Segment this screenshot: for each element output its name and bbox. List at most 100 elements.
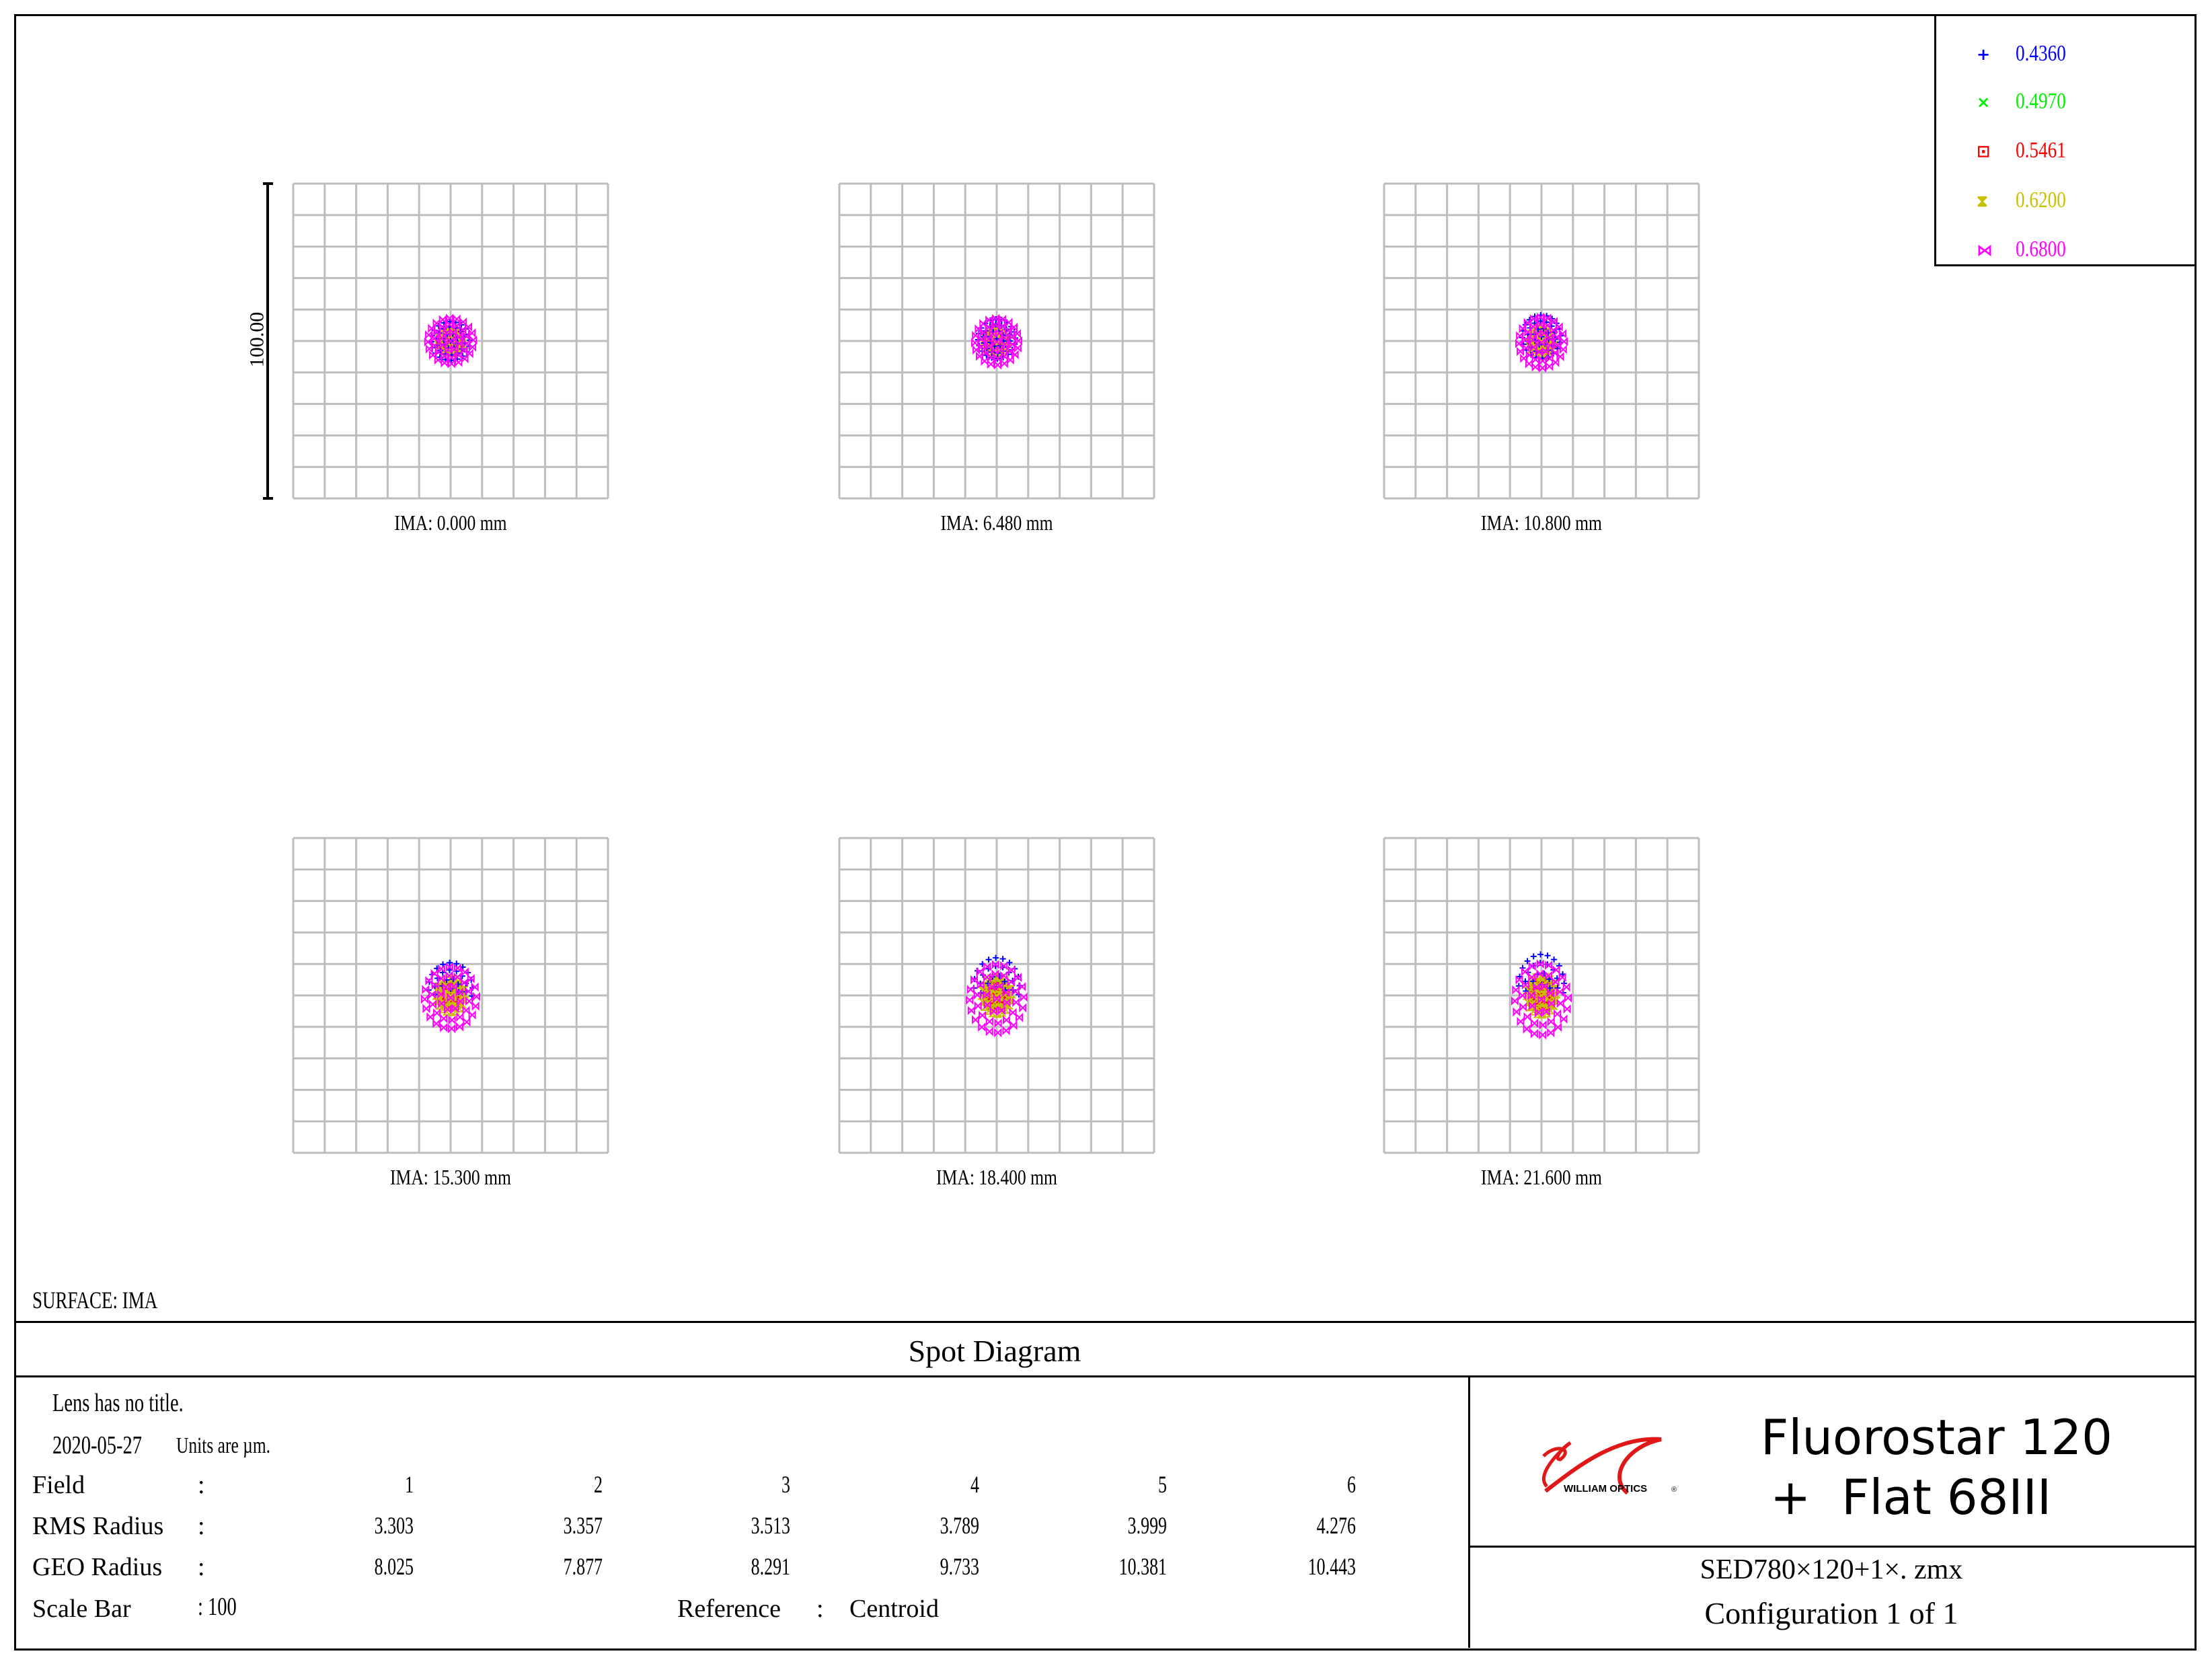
rms-radius-value: 3.789 [940, 1512, 979, 1539]
spot-point-bowtie [1009, 322, 1018, 332]
spot-point-bowtie [1547, 1028, 1555, 1038]
spot-point-bowtie [1535, 347, 1543, 357]
spot-point-bowtie [461, 967, 469, 977]
spot-point-bowtie [469, 335, 478, 345]
spot-point-bowtie [1523, 1024, 1531, 1034]
spot-point-bowtie [1020, 992, 1028, 1002]
spot-point-plus [1524, 958, 1531, 964]
spot-point-bowtie [1546, 354, 1554, 363]
date: 2020-05-27 [52, 1431, 142, 1460]
spot-point-bowtie [451, 344, 459, 354]
spot-point-bowtie [445, 971, 453, 981]
geo-label: GEO Radius [32, 1553, 163, 1581]
spot-point-bowtie [455, 332, 463, 342]
spot-point-bowtie [448, 1015, 456, 1025]
spot-point-bowtie [438, 999, 446, 1008]
spot-point-bowtie [1003, 997, 1011, 1008]
scale-bar-label: Scale Bar [32, 1595, 131, 1623]
rms-radius-value: 3.999 [1127, 1512, 1167, 1539]
spot-point-bowtie [978, 1022, 986, 1032]
spot-point-bowtie [1533, 982, 1541, 992]
spot-point-bowtie [1542, 1007, 1550, 1017]
spot-point-bowtie [1519, 1002, 1527, 1012]
spot-point-bowtie [976, 967, 984, 977]
field-number: 2 [594, 1471, 603, 1498]
legend-hourglass-icon: ⧗ [1977, 192, 1988, 211]
spot-point-bowtie [1009, 1020, 1018, 1030]
spot-point-bowtie [1523, 1012, 1531, 1022]
geo-radius-value: 10.443 [1307, 1553, 1356, 1580]
spot-point-plus [440, 961, 447, 968]
spot-point-bowtie [1560, 1014, 1568, 1024]
spot-point-bowtie [996, 981, 1004, 991]
spot-point-bowtie [1555, 322, 1563, 332]
spot-point-bowtie [434, 355, 442, 365]
spot-plot-field-6: IMA: 21.600 mm [1383, 837, 1700, 1189]
rms-radius-value: 4.276 [1316, 1512, 1356, 1539]
spot-point-bowtie [464, 322, 472, 332]
scale-bar [263, 182, 273, 500]
spot-point-bowtie [966, 995, 974, 1005]
spot-point-bowtie [972, 345, 981, 355]
spot-point-bowtie [455, 350, 463, 361]
spot-point-bowtie [993, 337, 1001, 347]
spot-point-plus [1522, 978, 1529, 985]
spot-point-bowtie [1544, 971, 1552, 981]
spot-point-bowtie [1517, 1016, 1525, 1026]
spot-point-bowtie [471, 982, 479, 992]
scale-bar-value: : 100 [198, 1593, 237, 1621]
reference-label: Reference [677, 1595, 781, 1623]
spot-point-bowtie [1515, 975, 1523, 985]
spot-point-bowtie [1013, 329, 1021, 339]
legend-bowtie-icon: ⋈ [1977, 241, 1993, 260]
field-ima-label: IMA: 0.000 mm [394, 510, 507, 535]
spot-point-bowtie [456, 996, 464, 1006]
spot-point-bowtie [442, 982, 450, 992]
spot-point-bowtie [1558, 973, 1566, 983]
spot-point-bowtie [966, 985, 975, 995]
spot-point-bowtie [1529, 314, 1537, 324]
spot-point-bowtie [453, 963, 461, 973]
geo-radius-value: 8.291 [751, 1553, 790, 1580]
field-ima-label: IMA: 6.480 mm [940, 510, 1053, 535]
spot-point-bowtie [1009, 1008, 1017, 1018]
spot-point-bowtie [1000, 971, 1008, 981]
spot-point-bowtie [985, 1026, 993, 1036]
spot-plot-field-1: 100.00 IMA: 0.000 mm [245, 182, 609, 535]
legend-plus-icon: + [1977, 45, 1991, 64]
rms-radius-value: 3.357 [563, 1512, 603, 1539]
field-number: 5 [1158, 1471, 1167, 1498]
field-number: 6 [1347, 1471, 1356, 1498]
spot-series-0.6800 [971, 313, 1022, 370]
spot-point-bowtie [469, 342, 477, 352]
spot-point-bowtie [994, 1028, 1002, 1038]
spot-point-bowtie [1512, 985, 1520, 995]
spot-point-bowtie [465, 996, 473, 1006]
spot-point-bowtie [1002, 987, 1010, 997]
spot-point-bowtie [1558, 329, 1566, 339]
spot-point-bowtie [1007, 977, 1015, 987]
svg-text:®: ® [1671, 1486, 1677, 1494]
spot-point-bowtie [1546, 333, 1554, 343]
spot-point-bowtie [1513, 1007, 1521, 1017]
spot-point-bowtie [988, 982, 996, 992]
surface-label: SURFACE: IMA [32, 1287, 158, 1314]
spot-point-bowtie [449, 328, 457, 338]
spot-point-bowtie [979, 1010, 987, 1020]
spot-point-bowtie [971, 338, 979, 348]
spot-plot-field-3: IMA: 10.800 mm [1383, 182, 1700, 535]
spot-point-bowtie [1534, 1008, 1542, 1018]
file-name: SED780×120+1×. zmx [1700, 1554, 1963, 1585]
spot-point-bowtie [976, 351, 984, 361]
wavelength-legend: +0.4360 × 0.4970 ⊡ 0.5461 ⧗ 0.6200 ⋈ 0.6800 [1934, 14, 2195, 266]
spot-point-bowtie [1562, 982, 1570, 992]
spot-point-bowtie [463, 1017, 471, 1027]
spot-point-bowtie [455, 987, 463, 997]
field-number: 1 [405, 1471, 414, 1498]
colon: : [198, 1553, 205, 1581]
spot-point-plus [1537, 951, 1544, 958]
spot-point-bowtie [440, 1014, 448, 1024]
spot-point-bowtie [448, 1024, 456, 1034]
spot-point-hourglass [434, 982, 444, 990]
spot-point-bowtie [987, 359, 995, 369]
